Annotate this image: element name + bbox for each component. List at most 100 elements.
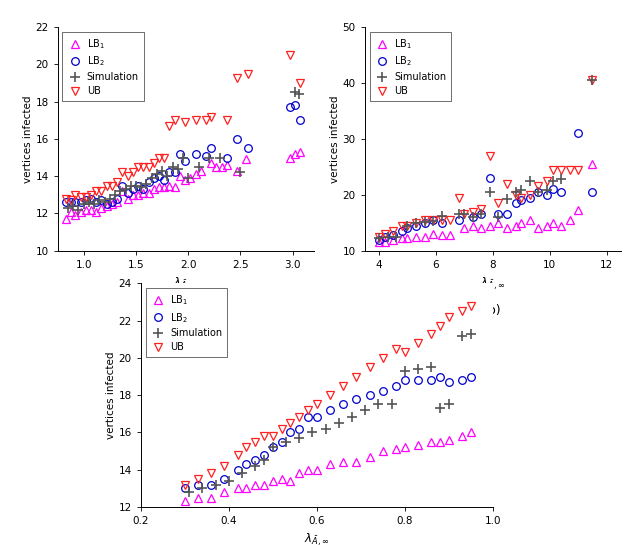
Simulation bbox=[90, 201, 98, 208]
X-axis label: $\lambda_{\bar{A},\infty}$: $\lambda_{\bar{A},\infty}$ bbox=[480, 275, 506, 292]
LB$_2$ bbox=[161, 177, 168, 183]
LB$_2$ bbox=[469, 214, 477, 220]
Legend: LB$_1$, LB$_2$, Simulation, UB: LB$_1$, LB$_2$, Simulation, UB bbox=[63, 32, 144, 101]
LB$_1$ bbox=[304, 467, 312, 473]
LB$_2$ bbox=[243, 461, 250, 467]
UB bbox=[140, 164, 147, 170]
Simulation bbox=[75, 207, 83, 213]
UB bbox=[461, 211, 468, 217]
LB$_2$ bbox=[98, 197, 106, 204]
Simulation bbox=[153, 171, 161, 178]
UB bbox=[304, 407, 312, 413]
Simulation bbox=[401, 368, 409, 374]
LB$_1$ bbox=[296, 470, 303, 476]
UB bbox=[243, 444, 250, 451]
Y-axis label: vertices infected: vertices infected bbox=[330, 95, 340, 183]
LB$_1$ bbox=[192, 171, 200, 178]
UB bbox=[113, 179, 121, 185]
LB$_2$ bbox=[260, 451, 268, 458]
LB$_1$ bbox=[375, 239, 383, 246]
Simulation bbox=[132, 182, 140, 189]
Simulation bbox=[322, 426, 330, 432]
LB$_2$ bbox=[62, 199, 70, 205]
UB bbox=[512, 191, 520, 198]
Simulation bbox=[477, 211, 485, 217]
Simulation bbox=[237, 169, 244, 175]
Simulation bbox=[225, 477, 233, 484]
LB$_1$ bbox=[194, 494, 202, 501]
UB bbox=[296, 80, 304, 86]
LB$_1$ bbox=[140, 190, 147, 196]
Simulation bbox=[495, 214, 502, 220]
Simulation bbox=[195, 164, 202, 170]
UB bbox=[98, 188, 106, 195]
LB$_2$ bbox=[313, 414, 321, 421]
LB$_1$ bbox=[252, 481, 259, 488]
Simulation bbox=[116, 188, 124, 195]
LB$_1$ bbox=[242, 156, 250, 163]
UB bbox=[503, 180, 511, 187]
Simulation bbox=[69, 203, 77, 209]
UB bbox=[129, 169, 137, 175]
Simulation bbox=[260, 457, 268, 464]
LB$_1$ bbox=[181, 177, 189, 183]
LB$_2$ bbox=[223, 154, 230, 161]
LB$_2$ bbox=[574, 130, 582, 137]
Simulation bbox=[392, 233, 400, 240]
UB bbox=[477, 205, 485, 212]
LB$_1$ bbox=[401, 444, 409, 451]
LB$_1$ bbox=[134, 191, 142, 198]
LB$_1$ bbox=[150, 186, 157, 192]
Simulation bbox=[169, 164, 177, 170]
LB$_1$ bbox=[113, 199, 121, 205]
LB$_2$ bbox=[438, 220, 445, 226]
LB$_2$ bbox=[207, 145, 215, 152]
LB$_2$ bbox=[72, 199, 79, 205]
LB$_1$ bbox=[72, 212, 79, 219]
LB$_2$ bbox=[353, 396, 360, 402]
Simulation bbox=[374, 401, 382, 408]
UB bbox=[287, 420, 294, 426]
LB$_1$ bbox=[469, 222, 477, 229]
Simulation bbox=[384, 233, 392, 240]
Simulation bbox=[127, 182, 134, 189]
UB bbox=[495, 200, 502, 207]
LB$_2$ bbox=[534, 189, 542, 195]
Simulation bbox=[80, 201, 88, 208]
LB$_2$ bbox=[512, 200, 520, 207]
LB$_2$ bbox=[389, 232, 397, 238]
LB$_2$ bbox=[145, 179, 152, 185]
UB bbox=[420, 217, 428, 223]
LB$_2$ bbox=[414, 377, 422, 384]
LB$_1$ bbox=[353, 459, 360, 465]
LB$_2$ bbox=[477, 211, 485, 217]
UB bbox=[428, 330, 435, 337]
LB$_2$ bbox=[67, 199, 75, 205]
Simulation bbox=[512, 189, 520, 195]
LB$_1$ bbox=[291, 150, 299, 157]
X-axis label: $\lambda_{\bar{A},\infty}$: $\lambda_{\bar{A},\infty}$ bbox=[304, 531, 330, 545]
Simulation bbox=[184, 175, 192, 181]
LB$_2$ bbox=[339, 401, 347, 408]
UB bbox=[134, 164, 142, 170]
Simulation bbox=[212, 481, 220, 488]
UB bbox=[221, 463, 228, 469]
LB$_1$ bbox=[181, 498, 189, 505]
LB$_1$ bbox=[145, 190, 152, 196]
Simulation bbox=[436, 405, 444, 411]
LB$_2$ bbox=[278, 438, 285, 445]
UB bbox=[223, 117, 230, 124]
Line: UB: UB bbox=[62, 51, 304, 204]
UB bbox=[260, 433, 268, 439]
LB$_1$ bbox=[287, 477, 294, 484]
Simulation bbox=[335, 420, 342, 426]
UB bbox=[252, 438, 259, 445]
LB$_2$ bbox=[291, 102, 299, 109]
LB$_1$ bbox=[445, 437, 452, 443]
LB$_1$ bbox=[269, 477, 276, 484]
LB$_2$ bbox=[269, 444, 276, 451]
UB bbox=[181, 481, 189, 488]
LB$_1$ bbox=[223, 162, 230, 168]
Simulation bbox=[455, 211, 463, 217]
UB bbox=[244, 70, 252, 77]
